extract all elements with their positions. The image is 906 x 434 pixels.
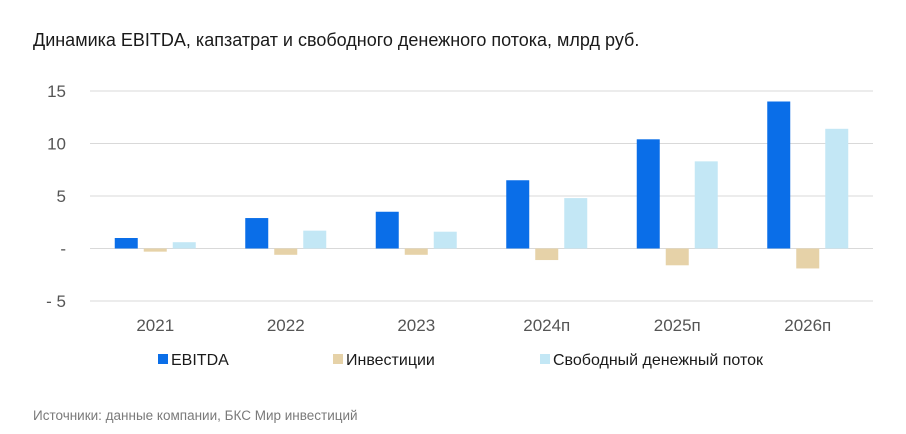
bar-ebitda-1 — [245, 218, 269, 249]
x-category-label: 2022 — [267, 316, 305, 335]
y-tick-label: 15 — [47, 82, 66, 101]
bar-fcf-3 — [564, 198, 588, 249]
x-axis-categories: 2021 2022 2023 2024п 2025п 2026п — [136, 316, 831, 335]
bar-fcf-0 — [172, 242, 196, 249]
bar-ebitda-5 — [767, 101, 791, 249]
x-category-label: 2023 — [397, 316, 435, 335]
gridlines — [90, 90, 873, 302]
legend-swatch — [540, 354, 550, 364]
bar-investments-5 — [796, 248, 820, 269]
bar-investments-4 — [665, 248, 689, 266]
bar-ebitda-4 — [636, 139, 660, 249]
legend-label: Инвестиции — [346, 352, 435, 369]
legend-label: EBITDA — [171, 352, 229, 369]
bar-investments-3 — [535, 248, 559, 261]
bar-fcf-4 — [694, 161, 718, 249]
x-category-label: 2026п — [784, 316, 831, 335]
x-category-label: 2025п — [654, 316, 701, 335]
bar-fcf-1 — [303, 230, 327, 249]
y-tick-label: 5 — [57, 187, 66, 206]
bar-investments-2 — [404, 248, 428, 255]
bar-investments-0 — [143, 248, 167, 252]
bar-ebitda-3 — [506, 180, 530, 249]
bars — [114, 101, 849, 269]
legend-swatch — [333, 354, 343, 364]
legend-label: Свободный денежный поток — [553, 352, 764, 369]
y-tick-label: - — [60, 240, 66, 259]
bar-fcf-2 — [433, 231, 457, 249]
chart-title: Динамика EBITDA, капзатрат и свободного … — [33, 30, 640, 50]
y-tick-label: 10 — [47, 135, 66, 154]
x-category-label: 2021 — [136, 316, 174, 335]
bar-ebitda-2 — [375, 211, 399, 249]
legend: EBITDA Инвестиции Свободный денежный поток — [158, 352, 764, 369]
y-tick-label: - 5 — [46, 292, 66, 311]
bar-investments-1 — [274, 248, 298, 255]
y-axis-ticks: - 5 - 5 10 15 — [46, 82, 66, 311]
source-note: Источники: данные компании, БКС Мир инве… — [33, 408, 358, 423]
bar-ebitda-0 — [114, 238, 138, 249]
bar-chart: - 5 - 5 10 15 2021 2022 2023 2024п 2025п 2026п EB… — [46, 82, 873, 369]
x-category-label: 2024п — [523, 316, 570, 335]
legend-swatch — [158, 354, 168, 364]
bar-fcf-5 — [825, 128, 849, 249]
